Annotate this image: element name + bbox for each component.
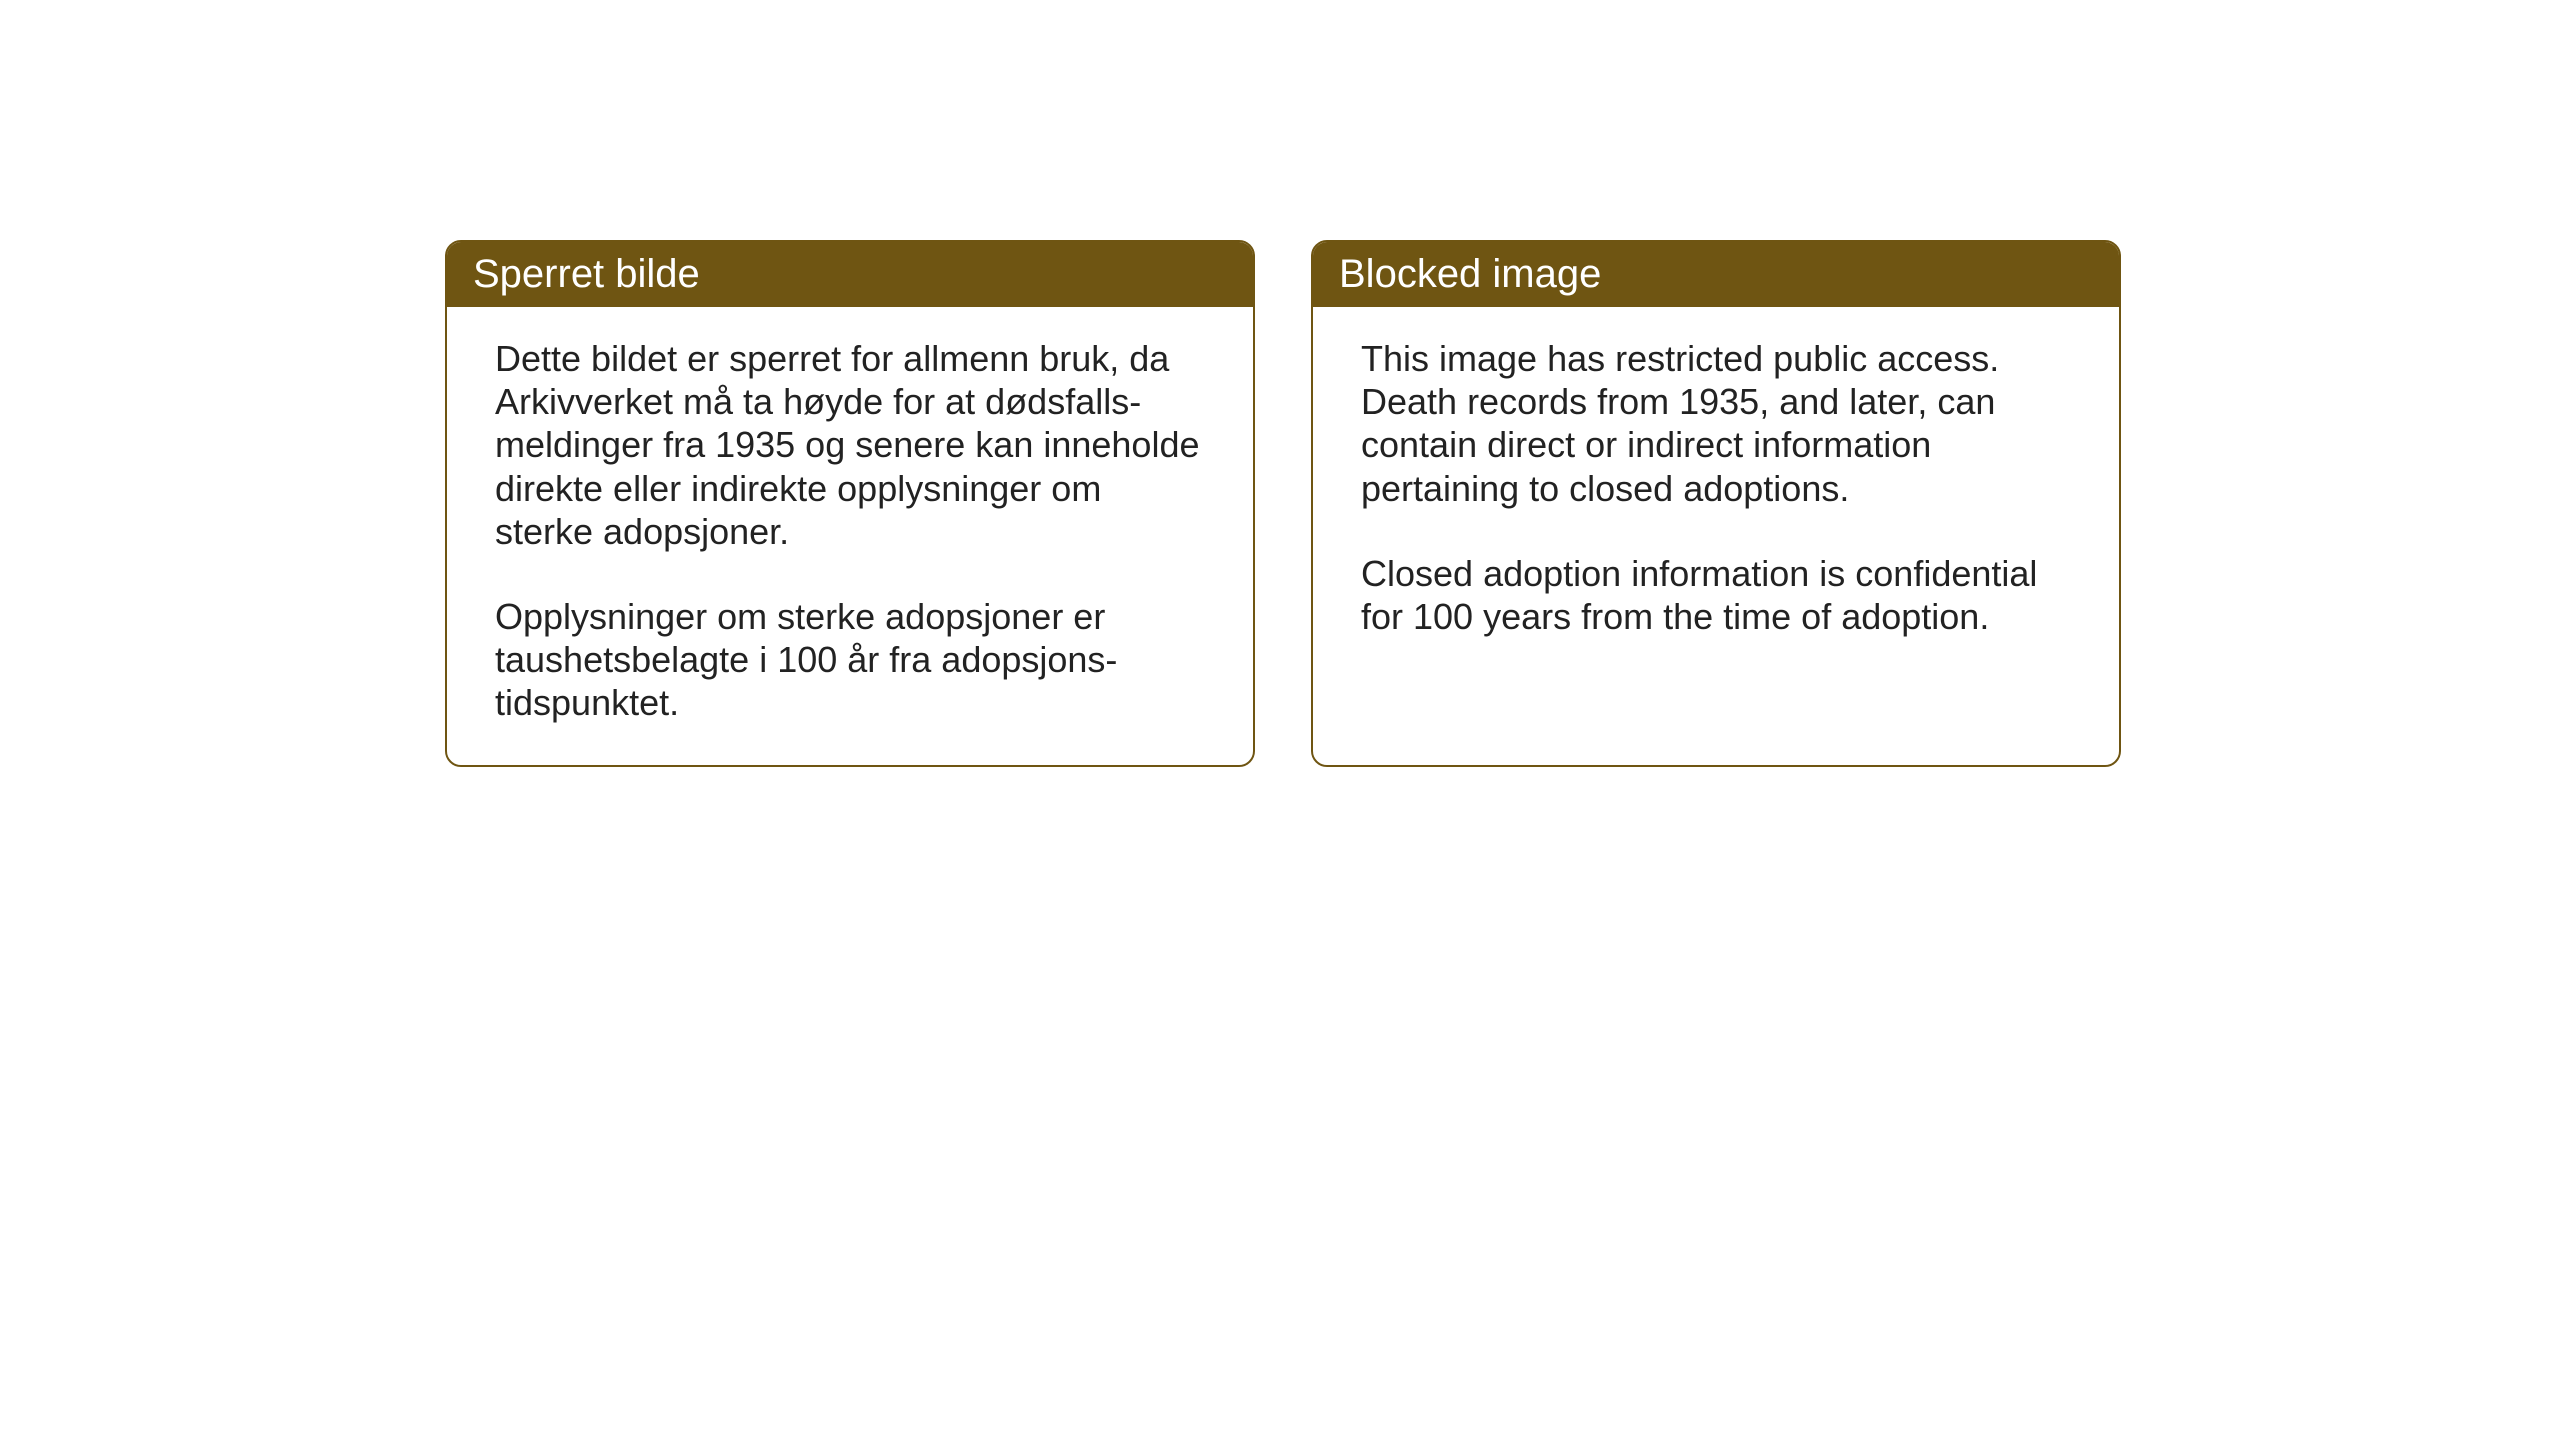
- card-norwegian-title: Sperret bilde: [473, 252, 700, 296]
- cards-container: Sperret bilde Dette bildet er sperret fo…: [445, 240, 2121, 767]
- card-english-title: Blocked image: [1339, 252, 1601, 296]
- card-english: Blocked image This image has restricted …: [1311, 240, 2121, 767]
- card-english-paragraph-1: This image has restricted public access.…: [1361, 337, 2071, 510]
- card-english-paragraph-2: Closed adoption information is confident…: [1361, 552, 2071, 638]
- card-norwegian-header: Sperret bilde: [447, 242, 1253, 307]
- card-english-body: This image has restricted public access.…: [1313, 307, 2119, 678]
- card-norwegian: Sperret bilde Dette bildet er sperret fo…: [445, 240, 1255, 767]
- card-english-header: Blocked image: [1313, 242, 2119, 307]
- card-norwegian-body: Dette bildet er sperret for allmenn bruk…: [447, 307, 1253, 765]
- card-norwegian-paragraph-1: Dette bildet er sperret for allmenn bruk…: [495, 337, 1205, 553]
- card-norwegian-paragraph-2: Opplysninger om sterke adopsjoner er tau…: [495, 595, 1205, 725]
